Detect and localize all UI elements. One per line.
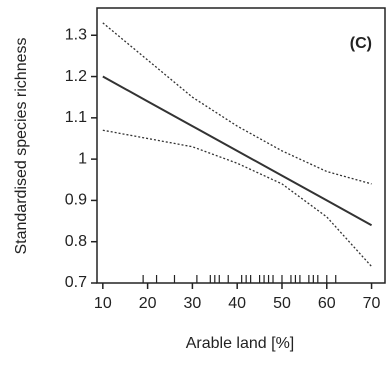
y-tick-label: 1.3 xyxy=(65,26,87,43)
y-tick-label: 1.2 xyxy=(65,68,87,85)
confidence-line xyxy=(102,129,373,267)
y-axis-label: Standardised species richness xyxy=(13,37,30,254)
y-tick-label: 0.7 xyxy=(65,274,87,291)
y-tick-label: 1 xyxy=(78,150,87,167)
y-tick-label: 0.9 xyxy=(65,192,87,209)
x-axis-label: Arable land [%] xyxy=(186,335,295,352)
fit-line xyxy=(102,75,373,227)
y-tick-label: 1.1 xyxy=(65,109,87,126)
x-tick-label: 60 xyxy=(318,295,336,312)
x-tick-label: 10 xyxy=(94,295,112,312)
x-tick-label: 20 xyxy=(139,295,157,312)
x-tick-label: 30 xyxy=(184,295,202,312)
x-tick-label: 40 xyxy=(228,295,246,312)
confidence-line xyxy=(102,22,372,185)
x-tick-label: 50 xyxy=(273,295,291,312)
x-tick-label: 70 xyxy=(363,295,381,312)
panel-label: (C) xyxy=(350,35,372,52)
plot-frame xyxy=(96,7,386,284)
y-tick-label: 0.8 xyxy=(65,233,87,250)
